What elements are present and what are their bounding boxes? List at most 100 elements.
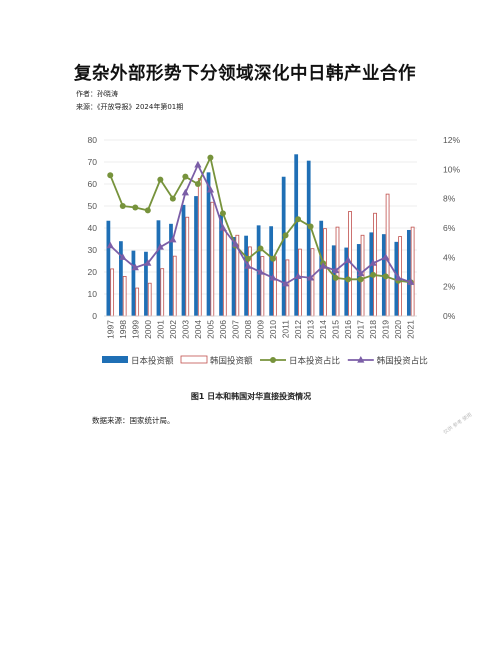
x-tick-label: 2007 [230, 320, 240, 339]
korea-bar [160, 268, 165, 317]
japan-share-point [382, 273, 389, 280]
korea-bar [260, 256, 265, 317]
korea-bar [185, 216, 190, 317]
korea-share-point [344, 256, 352, 263]
korea-share-point [382, 253, 390, 260]
x-tick-label: 1997 [105, 320, 115, 339]
x-tick-label: 2002 [168, 320, 178, 339]
legend-label: 日本投资额 [131, 356, 174, 367]
korea-bar [410, 226, 415, 317]
figure-caption: 图1 日本和韩国对华直接投资情况 [190, 392, 312, 401]
japan-share-point [194, 181, 201, 187]
data-source-note: 数据来源：国家统计局。 [92, 416, 175, 425]
y-right-tick-label: 2% [443, 282, 456, 292]
japan-bar [406, 229, 411, 316]
y-left-tick-label: 50 [88, 201, 98, 211]
korea-bar [310, 248, 315, 317]
korea-share-point [244, 262, 252, 269]
japan-bar [181, 204, 186, 316]
korea-share-point [131, 263, 139, 271]
korea-share-point [319, 262, 327, 269]
korea-share-point [169, 235, 177, 243]
japan-share-point [357, 276, 364, 283]
japan-share-point [295, 216, 302, 223]
japan-bar [294, 154, 299, 316]
x-tick-label: 2004 [193, 320, 203, 339]
korea-share-point [156, 243, 164, 250]
korea-bar [135, 287, 140, 317]
japan-bar [169, 223, 173, 316]
x-tick-label: 2017 [356, 320, 366, 339]
japan-bar [281, 176, 286, 316]
japan-bar [219, 214, 223, 316]
korea-bar [147, 282, 152, 317]
y-left-tick-label: 20 [88, 267, 98, 277]
japan-share-point [144, 207, 151, 214]
x-tick-label: 2011 [281, 320, 291, 339]
y-left-tick-label: 30 [88, 245, 98, 255]
x-tick-label: 2010 [268, 320, 278, 339]
japan-share-point [169, 195, 176, 202]
legend-label: 韩国投资占比 [377, 356, 428, 367]
korea-bar [110, 268, 115, 317]
korea-share-point [394, 273, 402, 281]
korea-share-point [144, 259, 152, 266]
japan-bar [306, 160, 311, 316]
japan-share-point [107, 172, 114, 179]
article-title: 复杂外部形势下分领域深化中日韩产业合作 [74, 64, 416, 84]
y-right-tick-label: 8% [443, 194, 456, 204]
x-tick-label: 2005 [205, 320, 215, 339]
korea-share-point [332, 266, 340, 274]
y-left-tick-label: 40 [88, 223, 98, 233]
korea-share-point [106, 241, 114, 249]
x-tick-label: 2001 [155, 320, 165, 339]
legend-label: 日本投资占比 [289, 356, 340, 367]
x-tick-label: 2018 [368, 320, 378, 339]
legend-japan-amount-swatch [102, 356, 128, 363]
korea-bar [222, 230, 227, 317]
x-tick-label: 2008 [243, 320, 253, 339]
korea-share-point [269, 273, 277, 281]
x-tick-label: 2014 [318, 320, 328, 339]
x-tick-label: 2003 [180, 320, 190, 339]
japan-share-point [219, 210, 226, 217]
japan-share-point [282, 232, 289, 239]
korea-bar [323, 228, 327, 317]
korea-share-point [219, 224, 227, 231]
japan-bar [119, 241, 123, 316]
japan-share-point [132, 204, 139, 211]
korea-share-point [194, 160, 202, 168]
japan-bar [331, 245, 336, 316]
japan-share-point [307, 223, 314, 230]
x-tick-label: 1998 [118, 320, 128, 339]
japan-share-point [257, 245, 264, 252]
japan-share-point [244, 255, 251, 262]
x-tick-label: 2006 [218, 320, 228, 339]
x-tick-label: 2015 [331, 320, 341, 339]
japan-bar [131, 250, 136, 316]
x-tick-label: 1999 [130, 320, 140, 339]
x-tick-label: 2009 [256, 320, 266, 339]
legend-korea-amount-swatch [180, 355, 208, 364]
japan-share-point [270, 255, 277, 262]
y-right-tick-label: 12% [443, 135, 460, 145]
y-right-tick-label: 4% [443, 252, 456, 262]
x-tick-label: 2013 [306, 320, 316, 339]
japan-share-point [157, 176, 164, 183]
japan-bar [231, 237, 236, 316]
y-right-tick-label: 6% [443, 223, 456, 233]
x-tick-label: 2020 [393, 320, 403, 339]
y-left-tick-label: 60 [88, 179, 98, 189]
x-tick-label: 2000 [143, 320, 153, 339]
korea-share-point [407, 278, 415, 285]
legend-label: 韩国投资额 [210, 356, 253, 367]
watermark: 仅供 参考 使用 [442, 411, 474, 436]
source-line: 来源：《开放导报》2024年第01期 [76, 103, 184, 111]
korea-bar [273, 256, 277, 317]
x-tick-label: 2012 [293, 320, 303, 339]
author-line: 作者：孙晓涛 [76, 90, 118, 98]
korea-share-point [119, 253, 127, 260]
japan-bar [344, 247, 349, 316]
korea-bar [197, 178, 202, 317]
